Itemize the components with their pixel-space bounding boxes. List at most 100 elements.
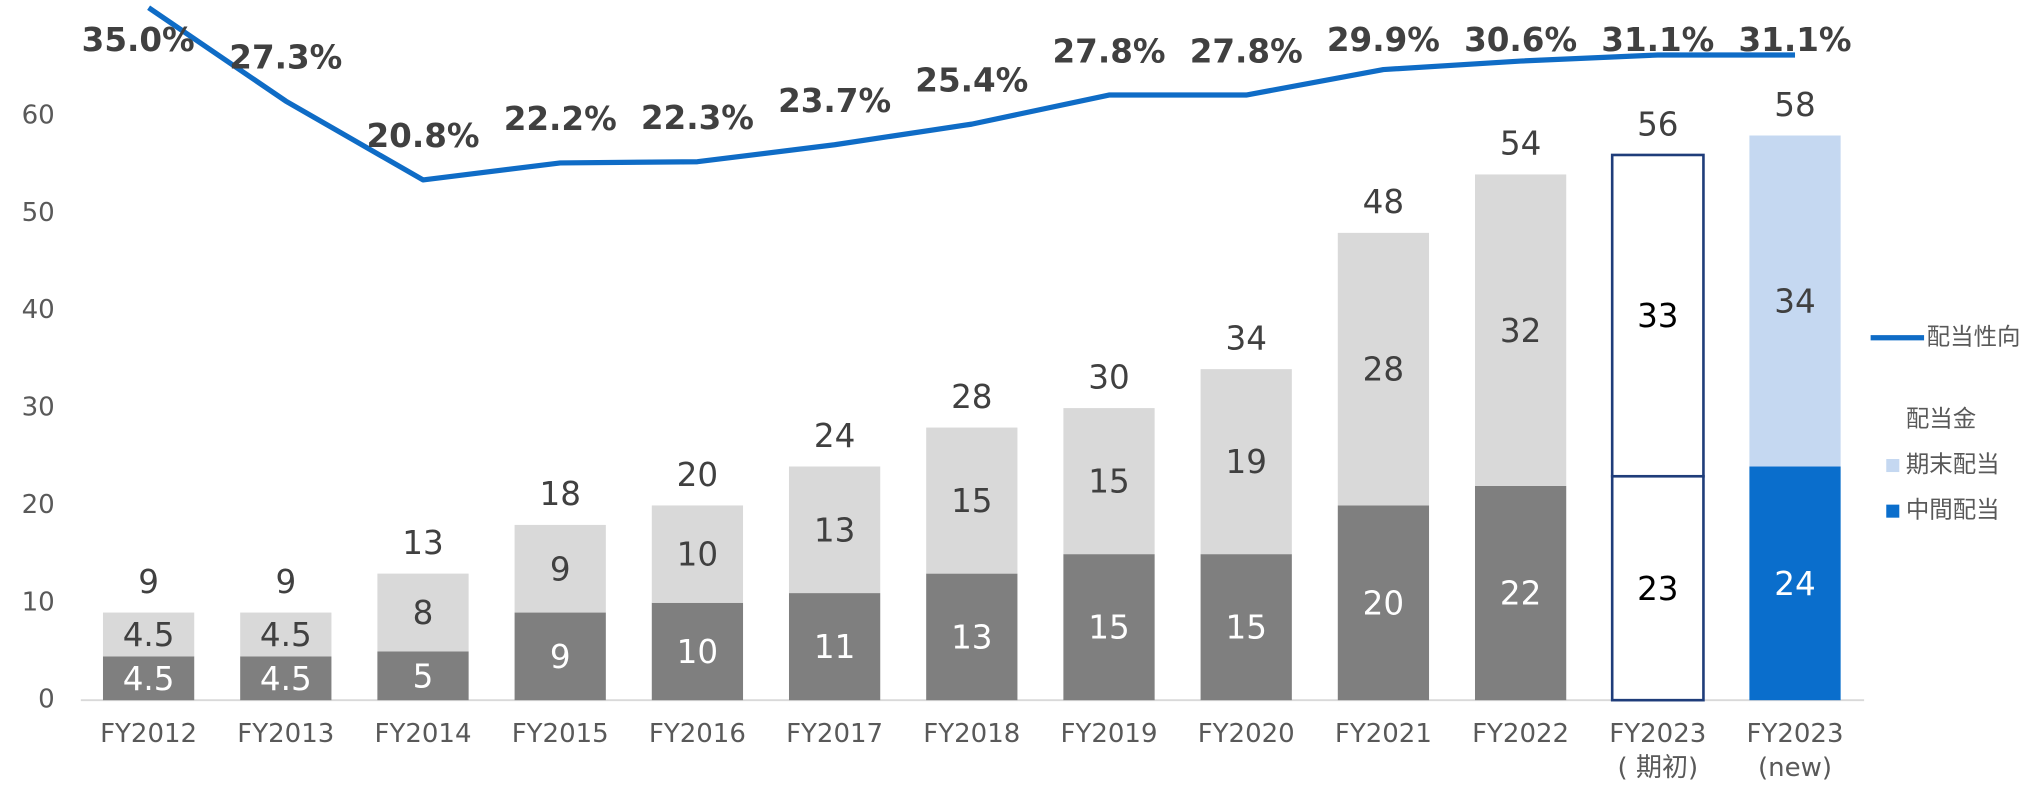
- bar-value-label: 15: [951, 482, 992, 520]
- ratio-label: 31.1%: [1601, 21, 1714, 59]
- bar-segment: [926, 427, 1018, 574]
- bar-value-label: 8: [413, 594, 434, 632]
- y-tick-label: 50: [22, 198, 55, 228]
- x-tick-label: FY2013: [237, 718, 335, 749]
- ratio-label: 23.7%: [778, 82, 891, 120]
- y-tick-label: 40: [22, 295, 55, 325]
- total-label: 20: [677, 456, 718, 494]
- x-tick-label: FY2023 (new): [1746, 718, 1844, 783]
- bar-segment: [651, 602, 744, 701]
- ratio-label: 25.4%: [915, 61, 1028, 99]
- bar-segment: [102, 656, 195, 701]
- ratio-label: 31.1%: [1739, 21, 1852, 59]
- bar-segment: [1200, 554, 1292, 701]
- total-label: 54: [1500, 125, 1541, 163]
- bar-segment: [1063, 554, 1155, 701]
- ratio-label: 29.9%: [1327, 21, 1440, 59]
- bar-segment: [1474, 174, 1567, 486]
- bar-segment: [788, 466, 881, 594]
- bar-segment: [926, 573, 1018, 701]
- bar-segment: [788, 593, 881, 701]
- x-tick-label: FY2018: [923, 718, 1021, 749]
- total-label: 56: [1637, 105, 1678, 143]
- x-tick-label: FY2015: [511, 718, 609, 749]
- x-tick-label: FY2020: [1197, 718, 1295, 749]
- bar-value-label: 13: [814, 511, 855, 549]
- ratio-label: 22.2%: [504, 100, 617, 138]
- ratio-label: 20.8%: [366, 117, 479, 155]
- bar-segment: [1063, 408, 1155, 555]
- bar-value-label: 9: [550, 638, 571, 676]
- x-tick-label: FY2023 ( 期初): [1609, 718, 1707, 783]
- bar-value-label: 19: [1225, 443, 1266, 481]
- total-label: 30: [1088, 358, 1129, 396]
- ratio-label: 35.0%: [82, 21, 195, 59]
- bar-value-label: 15: [1225, 609, 1266, 647]
- total-label: 24: [814, 417, 855, 455]
- x-tick-label: FY2021: [1334, 718, 1432, 749]
- bar-value-label: 32: [1500, 312, 1541, 350]
- y-tick-label: 30: [22, 393, 55, 423]
- bar-segment: [377, 573, 469, 652]
- bar-segment: [240, 656, 332, 701]
- bar-segment: [1337, 232, 1430, 506]
- bar-value-label: 4.5: [260, 660, 312, 698]
- bar-value-label: 24: [1774, 565, 1815, 603]
- bar-segment: [1749, 466, 1841, 701]
- y-tick-label: 20: [22, 490, 55, 520]
- bar-value-label: 13: [951, 618, 992, 656]
- bar-value-label: 23: [1637, 570, 1678, 608]
- bar-value-label: 4.5: [123, 660, 175, 698]
- bar-segment: [1337, 505, 1430, 701]
- ratio-line: [147, 5, 1796, 183]
- bar-value-label: 11: [814, 628, 855, 666]
- legend-title: 配当金: [1906, 404, 1976, 432]
- bar-value-label: 10: [677, 536, 718, 574]
- legend-swatch: [1886, 459, 1900, 473]
- total-label: 58: [1774, 86, 1815, 124]
- y-tick-label: 0: [38, 685, 55, 715]
- ratio-label: 22.3%: [641, 99, 754, 137]
- total-label: 9: [138, 563, 159, 601]
- total-label: 13: [402, 524, 443, 562]
- total-label: 9: [275, 563, 296, 601]
- bar-value-label: 10: [677, 633, 718, 671]
- total-label: 28: [951, 378, 992, 416]
- bar-segment: [102, 612, 195, 657]
- bar-value-label: 22: [1500, 575, 1541, 613]
- bar-segment: [1200, 369, 1292, 555]
- bar-value-label: 4.5: [123, 616, 175, 654]
- ratio-label: 30.6%: [1464, 21, 1577, 59]
- bar-value-label: 15: [1088, 609, 1129, 647]
- bar-segment: [377, 651, 469, 701]
- bar-value-label: 5: [413, 657, 434, 695]
- ratio-label: 27.8%: [1190, 32, 1303, 70]
- bar-value-label: 9: [550, 550, 571, 588]
- legend-swatch: [1886, 504, 1900, 518]
- total-label: 18: [539, 475, 580, 513]
- bar-segment: [240, 612, 332, 657]
- x-tick-label: FY2019: [1060, 718, 1158, 749]
- y-tick-label: 10: [22, 587, 55, 617]
- x-tick-label: FY2016: [648, 718, 746, 749]
- legend-label: 期末配当: [1906, 450, 2000, 478]
- x-tick-label: FY2014: [374, 718, 472, 749]
- bar-segment: [651, 505, 744, 603]
- bar-value-label: 34: [1774, 283, 1815, 321]
- legend-label: 配当性向: [1927, 322, 2021, 350]
- x-tick-label: FY2017: [786, 718, 884, 749]
- bar-value-label: 20: [1363, 584, 1404, 622]
- bar-value-label: 4.5: [260, 616, 312, 654]
- x-tick-label: FY2022: [1472, 718, 1570, 749]
- bar-value-label: 15: [1088, 463, 1129, 501]
- bar-segment: [1474, 485, 1567, 701]
- ratio-label: 27.3%: [229, 38, 342, 76]
- bar-segment: [514, 524, 606, 613]
- y-tick-label: 60: [22, 101, 55, 131]
- total-label: 34: [1225, 319, 1266, 357]
- bar-segment: [1749, 135, 1841, 467]
- bar-segment: [514, 612, 606, 701]
- bar-value-label: 28: [1363, 351, 1404, 389]
- total-label: 48: [1363, 183, 1404, 221]
